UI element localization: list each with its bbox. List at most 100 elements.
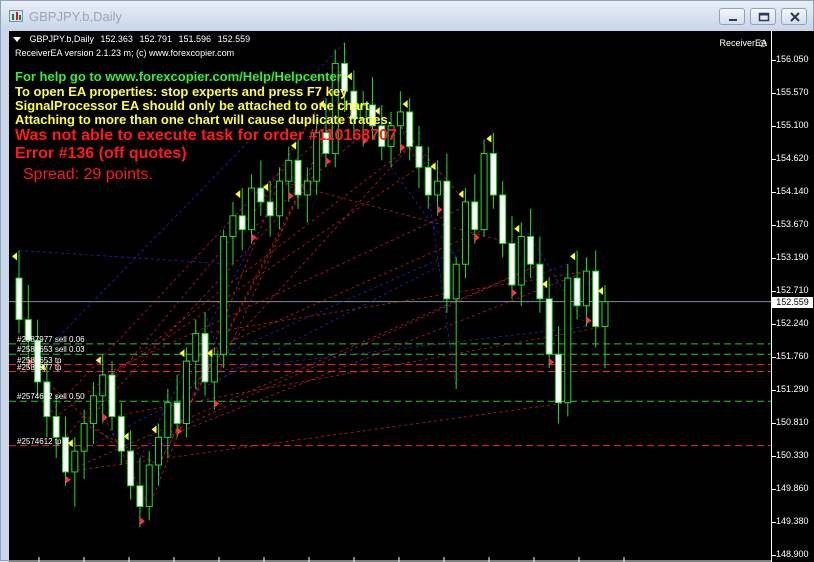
candle-body xyxy=(127,450,135,487)
buy-arrow-marker xyxy=(12,252,17,261)
price-tick xyxy=(772,93,776,95)
trade-connector-line xyxy=(55,146,410,417)
candle-body xyxy=(452,263,460,300)
candle-body xyxy=(210,353,218,383)
expert-advisor-name[interactable]: ReceiverEA xyxy=(719,38,767,48)
candle-body xyxy=(601,301,609,328)
price-tick xyxy=(772,224,776,226)
window-title: GBPJPY.b,Daily xyxy=(29,9,122,24)
candle-body xyxy=(117,416,125,452)
spread-message: Spread: 29 points. xyxy=(23,166,153,183)
sell-arrow-marker xyxy=(325,157,331,166)
candle-body xyxy=(71,450,79,473)
candle-body xyxy=(331,62,339,154)
candle-body xyxy=(480,152,488,231)
open-price: 152.363 xyxy=(100,34,133,44)
price-label: 154.620 xyxy=(776,153,809,163)
trade-connector-line xyxy=(158,388,169,486)
price-label: 151.760 xyxy=(776,351,809,361)
high-price: 152.791 xyxy=(139,34,173,44)
candle-body xyxy=(406,111,414,148)
dropdown-triangle-icon xyxy=(13,37,21,43)
buy-arrow-marker xyxy=(430,162,436,171)
sell-arrow-marker xyxy=(437,205,443,214)
sell-arrow-marker xyxy=(511,288,517,297)
candle-body xyxy=(396,111,404,127)
trade-connector-line xyxy=(28,42,345,369)
price-axis[interactable]: 156.050 155.570 155.100 154.620 154.140 153.6… xyxy=(771,31,814,562)
trade-connector-line xyxy=(111,166,420,376)
restore-button[interactable] xyxy=(750,8,776,25)
candle-body xyxy=(201,332,209,383)
price-label: 151.290 xyxy=(776,383,809,394)
price-label: 152.710 xyxy=(776,285,809,296)
candle-body xyxy=(136,485,144,508)
smiley-icon[interactable]: ☺ xyxy=(756,36,769,50)
price-chart[interactable]: GBPJPY.b,Daily 152.363 152.791 151.596 1… xyxy=(9,31,814,562)
task-error-message: Was not able to execute task for order #… xyxy=(15,127,397,144)
sell-arrow-marker xyxy=(549,358,555,367)
help-message: For help go to www.forexcopier.com/Help/… xyxy=(15,69,342,84)
candle-body xyxy=(34,339,42,383)
trade-connector-line xyxy=(130,270,587,452)
candle-body xyxy=(145,464,153,508)
trade-connector-line xyxy=(204,312,225,369)
candle-body xyxy=(499,194,507,244)
price-tick xyxy=(772,521,776,523)
candle-body xyxy=(341,62,349,92)
candle-body xyxy=(62,436,70,473)
minimize-icon xyxy=(729,19,737,21)
price-tick xyxy=(772,323,776,325)
order-label[interactable]: #2587653 sell 0.03 xyxy=(17,345,85,355)
candle-body xyxy=(257,187,265,203)
error-code-message: Error #136 (off quotes) xyxy=(15,145,187,162)
order-label[interactable]: #2574612 tp xyxy=(17,436,62,446)
candle-body xyxy=(285,159,293,182)
trade-connector-line xyxy=(213,90,345,383)
minimize-button[interactable] xyxy=(719,8,745,25)
sell-arrow-marker xyxy=(28,358,34,367)
title-bar[interactable]: GBPJPY.b,Daily xyxy=(1,1,813,31)
buy-arrow-marker xyxy=(123,432,129,441)
sell-arrow-marker xyxy=(65,475,71,484)
price-tick xyxy=(772,555,776,556)
current-price-badge: 152.559 xyxy=(772,296,813,308)
candle-body xyxy=(275,180,283,217)
price-label: 155.570 xyxy=(776,87,809,98)
buy-arrow-marker xyxy=(67,439,73,448)
candle-body xyxy=(303,180,311,196)
candle-body xyxy=(350,90,358,120)
trade-connector-line xyxy=(148,181,280,507)
candle-body xyxy=(313,132,321,182)
order-label[interactable]: #2587977 sell 0.06 xyxy=(17,334,85,344)
trade-connector-line xyxy=(93,256,457,445)
candle-body xyxy=(80,422,88,452)
buy-arrow-marker xyxy=(570,252,576,261)
sell-arrow-marker xyxy=(474,233,480,242)
sell-arrow-marker xyxy=(288,191,294,200)
close-icon xyxy=(790,12,800,22)
order-label[interactable]: #2587653 tp xyxy=(17,355,62,365)
trade-connector-line xyxy=(204,270,587,334)
order-label[interactable]: #2574612 sell 0.50 xyxy=(17,392,85,402)
trade-connector-line xyxy=(279,180,513,244)
candle-body xyxy=(424,166,432,196)
candle-body xyxy=(368,104,376,127)
candle-body xyxy=(294,159,302,196)
price-label: 150.330 xyxy=(776,450,809,460)
candle-body xyxy=(415,146,423,168)
candle-body xyxy=(220,236,228,355)
price-label: 149.380 xyxy=(776,515,809,526)
candle-body xyxy=(378,125,386,148)
attach-once-message: SignalProcessor EA should only be attach… xyxy=(15,98,373,113)
close-button[interactable] xyxy=(781,8,807,25)
trade-connector-line xyxy=(65,263,541,473)
low-price: 151.596 xyxy=(178,34,212,44)
order-label[interactable]: #2587977 tp xyxy=(17,362,62,372)
trade-connector-line xyxy=(177,326,587,376)
candle-body xyxy=(434,180,442,196)
buy-arrow-marker xyxy=(402,100,408,109)
trade-connector-line xyxy=(46,187,262,417)
price-tick xyxy=(772,456,776,457)
candle-body xyxy=(266,201,274,217)
